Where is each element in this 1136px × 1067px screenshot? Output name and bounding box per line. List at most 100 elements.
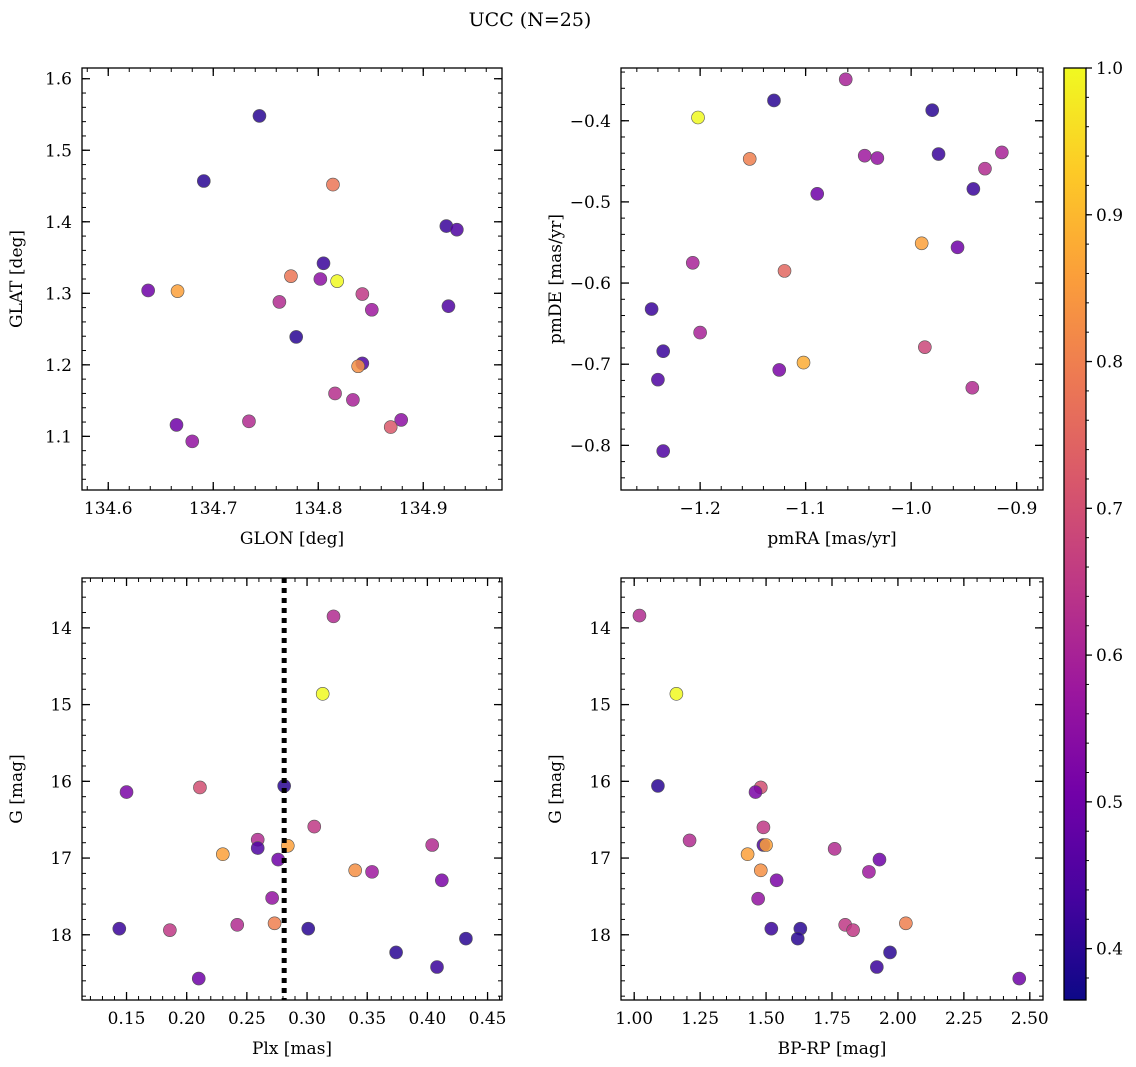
data-point xyxy=(185,434,200,449)
data-point xyxy=(872,852,887,867)
x-tick-label: 2.25 xyxy=(945,1009,983,1029)
y-tick-label: 17 xyxy=(50,849,72,869)
x-tick-label: −1.2 xyxy=(679,499,720,519)
y-axis-label: G [mag] xyxy=(546,754,566,823)
data-point xyxy=(753,863,768,878)
data-point xyxy=(394,413,409,427)
y-axis-label: G [mag] xyxy=(7,754,27,823)
y-tick-label: 1.6 xyxy=(45,70,72,90)
ticks: 134.6 134.7 134.8 134.9 1.1 1.2 1.3 1.4 1.5 1.6 xyxy=(45,68,502,519)
data-point xyxy=(742,152,757,166)
x-tick-label: 0.40 xyxy=(408,1009,446,1029)
data-point xyxy=(767,93,781,108)
colorbar-tick-label: 0.9 xyxy=(1096,206,1123,226)
data-point xyxy=(838,72,853,87)
y-tick-label: 1.1 xyxy=(45,427,72,447)
y-tick-label: 16 xyxy=(50,772,72,792)
data-point xyxy=(242,414,256,429)
y-axis-label: GLAT [deg] xyxy=(7,230,27,328)
x-axis-label: BP-RP [mag] xyxy=(778,1039,887,1059)
data-point xyxy=(772,363,787,377)
data-point xyxy=(790,931,805,946)
data-point xyxy=(272,295,287,309)
data-point xyxy=(965,380,980,395)
data-point xyxy=(265,891,279,905)
colorbar-tick-label: 0.5 xyxy=(1096,793,1123,813)
data-point xyxy=(119,785,134,799)
colorbar-gradient xyxy=(1063,67,1087,1001)
plot-frame xyxy=(620,577,1044,1001)
y-tick-label: −0.4 xyxy=(570,112,611,132)
data-point xyxy=(862,865,876,879)
data-point xyxy=(330,274,344,288)
x-tick-label: 134.9 xyxy=(399,499,448,519)
data-point xyxy=(348,863,362,878)
data-point xyxy=(883,945,897,960)
data-point xyxy=(846,923,860,937)
data-point xyxy=(425,838,440,852)
x-tick-label: 134.8 xyxy=(294,499,343,519)
scatter-points xyxy=(644,72,1009,458)
x-tick-label: 1.50 xyxy=(747,1009,785,1029)
x-tick-label: 0.20 xyxy=(168,1009,206,1029)
x-tick-label: 0.25 xyxy=(228,1009,266,1029)
data-point xyxy=(656,444,671,458)
data-point xyxy=(250,841,265,855)
data-point xyxy=(313,272,328,286)
data-point xyxy=(216,847,230,862)
data-point xyxy=(346,393,360,407)
data-point xyxy=(193,780,207,795)
ticks: −1.2 −1.1 −1.0 −0.9 −0.8 −0.7 −0.6 −0.5 −0.4 xyxy=(570,68,1043,519)
data-point xyxy=(764,921,779,936)
data-point xyxy=(857,148,872,163)
colorbar-tick-label: 1.0 xyxy=(1096,59,1123,79)
y-tick-label: 16 xyxy=(589,772,611,792)
y-tick-label: 14 xyxy=(50,619,72,639)
data-point xyxy=(656,344,671,359)
x-tick-label: 1.25 xyxy=(681,1009,719,1029)
colorbar-tick-label: 0.8 xyxy=(1096,353,1123,373)
ticks: 1.00 1.25 1.50 1.75 2.00 2.25 2.50 14 15 16 17 18 xyxy=(589,578,1049,1029)
colorbar-tick-label: 0.4 xyxy=(1096,940,1123,960)
data-point xyxy=(355,287,370,301)
y-tick-label: 1.4 xyxy=(45,213,72,233)
figure-title: UCC (N=25) xyxy=(469,9,592,31)
data-point xyxy=(364,302,379,317)
data-point xyxy=(914,236,929,251)
y-tick-label: 1.2 xyxy=(45,356,72,376)
data-point xyxy=(169,418,184,432)
plot-frame xyxy=(620,67,1044,491)
data-point xyxy=(430,960,444,974)
x-tick-label: 134.6 xyxy=(84,499,133,519)
data-point xyxy=(756,820,771,835)
data-point xyxy=(769,873,784,888)
scatter-points xyxy=(112,609,473,986)
y-tick-label: 18 xyxy=(50,926,72,946)
data-point xyxy=(693,325,707,340)
x-tick-label: 134.7 xyxy=(189,499,238,519)
x-axis-label: pmRA [mas/yr] xyxy=(767,529,896,549)
data-point xyxy=(351,359,365,374)
data-point xyxy=(827,842,842,856)
data-point xyxy=(141,283,155,298)
data-point xyxy=(950,240,965,255)
y-tick-label: −0.5 xyxy=(570,193,611,213)
plot-frame xyxy=(81,577,503,1001)
data-point xyxy=(796,355,811,370)
data-point xyxy=(252,109,267,123)
colorbar-ticks: 0.4 0.5 0.6 0.7 0.8 0.9 1.0 xyxy=(1086,59,1123,979)
data-point xyxy=(651,372,665,387)
x-tick-label: 1.75 xyxy=(813,1009,851,1029)
ticks: 0.15 0.20 0.25 0.30 0.35 0.40 0.45 14 15 16 17 18 xyxy=(50,578,506,1029)
data-point xyxy=(230,918,245,932)
y-tick-label: 14 xyxy=(589,619,611,639)
x-tick-label: 1.00 xyxy=(615,1009,653,1029)
data-point xyxy=(315,687,330,701)
data-point xyxy=(759,838,773,852)
data-point xyxy=(1012,971,1027,986)
y-axis-label: pmDE [mas/yr] xyxy=(546,214,566,344)
y-tick-label: 17 xyxy=(589,849,611,869)
data-point xyxy=(978,161,992,176)
x-tick-label: 0.15 xyxy=(108,1009,146,1029)
